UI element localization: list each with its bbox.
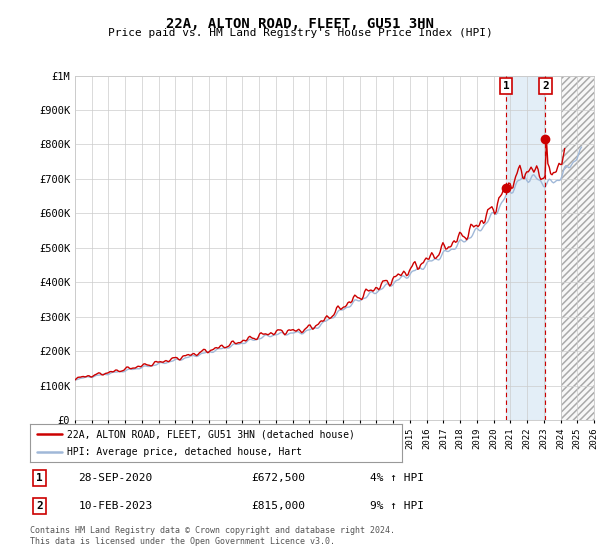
Polygon shape xyxy=(560,76,594,420)
Text: 10-FEB-2023: 10-FEB-2023 xyxy=(79,501,153,511)
Text: 9% ↑ HPI: 9% ↑ HPI xyxy=(370,501,424,511)
Text: 2: 2 xyxy=(542,81,549,91)
Text: 22A, ALTON ROAD, FLEET, GU51 3HN: 22A, ALTON ROAD, FLEET, GU51 3HN xyxy=(166,17,434,31)
Text: Contains HM Land Registry data © Crown copyright and database right 2024.
This d: Contains HM Land Registry data © Crown c… xyxy=(30,526,395,546)
Text: 22A, ALTON ROAD, FLEET, GU51 3HN (detached house): 22A, ALTON ROAD, FLEET, GU51 3HN (detach… xyxy=(67,429,355,439)
Text: 1: 1 xyxy=(503,81,509,91)
Bar xyxy=(506,76,545,420)
Text: £672,500: £672,500 xyxy=(251,473,305,483)
Text: HPI: Average price, detached house, Hart: HPI: Average price, detached house, Hart xyxy=(67,447,302,457)
Text: 2: 2 xyxy=(37,501,43,511)
Text: £815,000: £815,000 xyxy=(251,501,305,511)
Text: 4% ↑ HPI: 4% ↑ HPI xyxy=(370,473,424,483)
Text: 1: 1 xyxy=(37,473,43,483)
Text: 28-SEP-2020: 28-SEP-2020 xyxy=(79,473,153,483)
Text: Price paid vs. HM Land Registry's House Price Index (HPI): Price paid vs. HM Land Registry's House … xyxy=(107,28,493,38)
